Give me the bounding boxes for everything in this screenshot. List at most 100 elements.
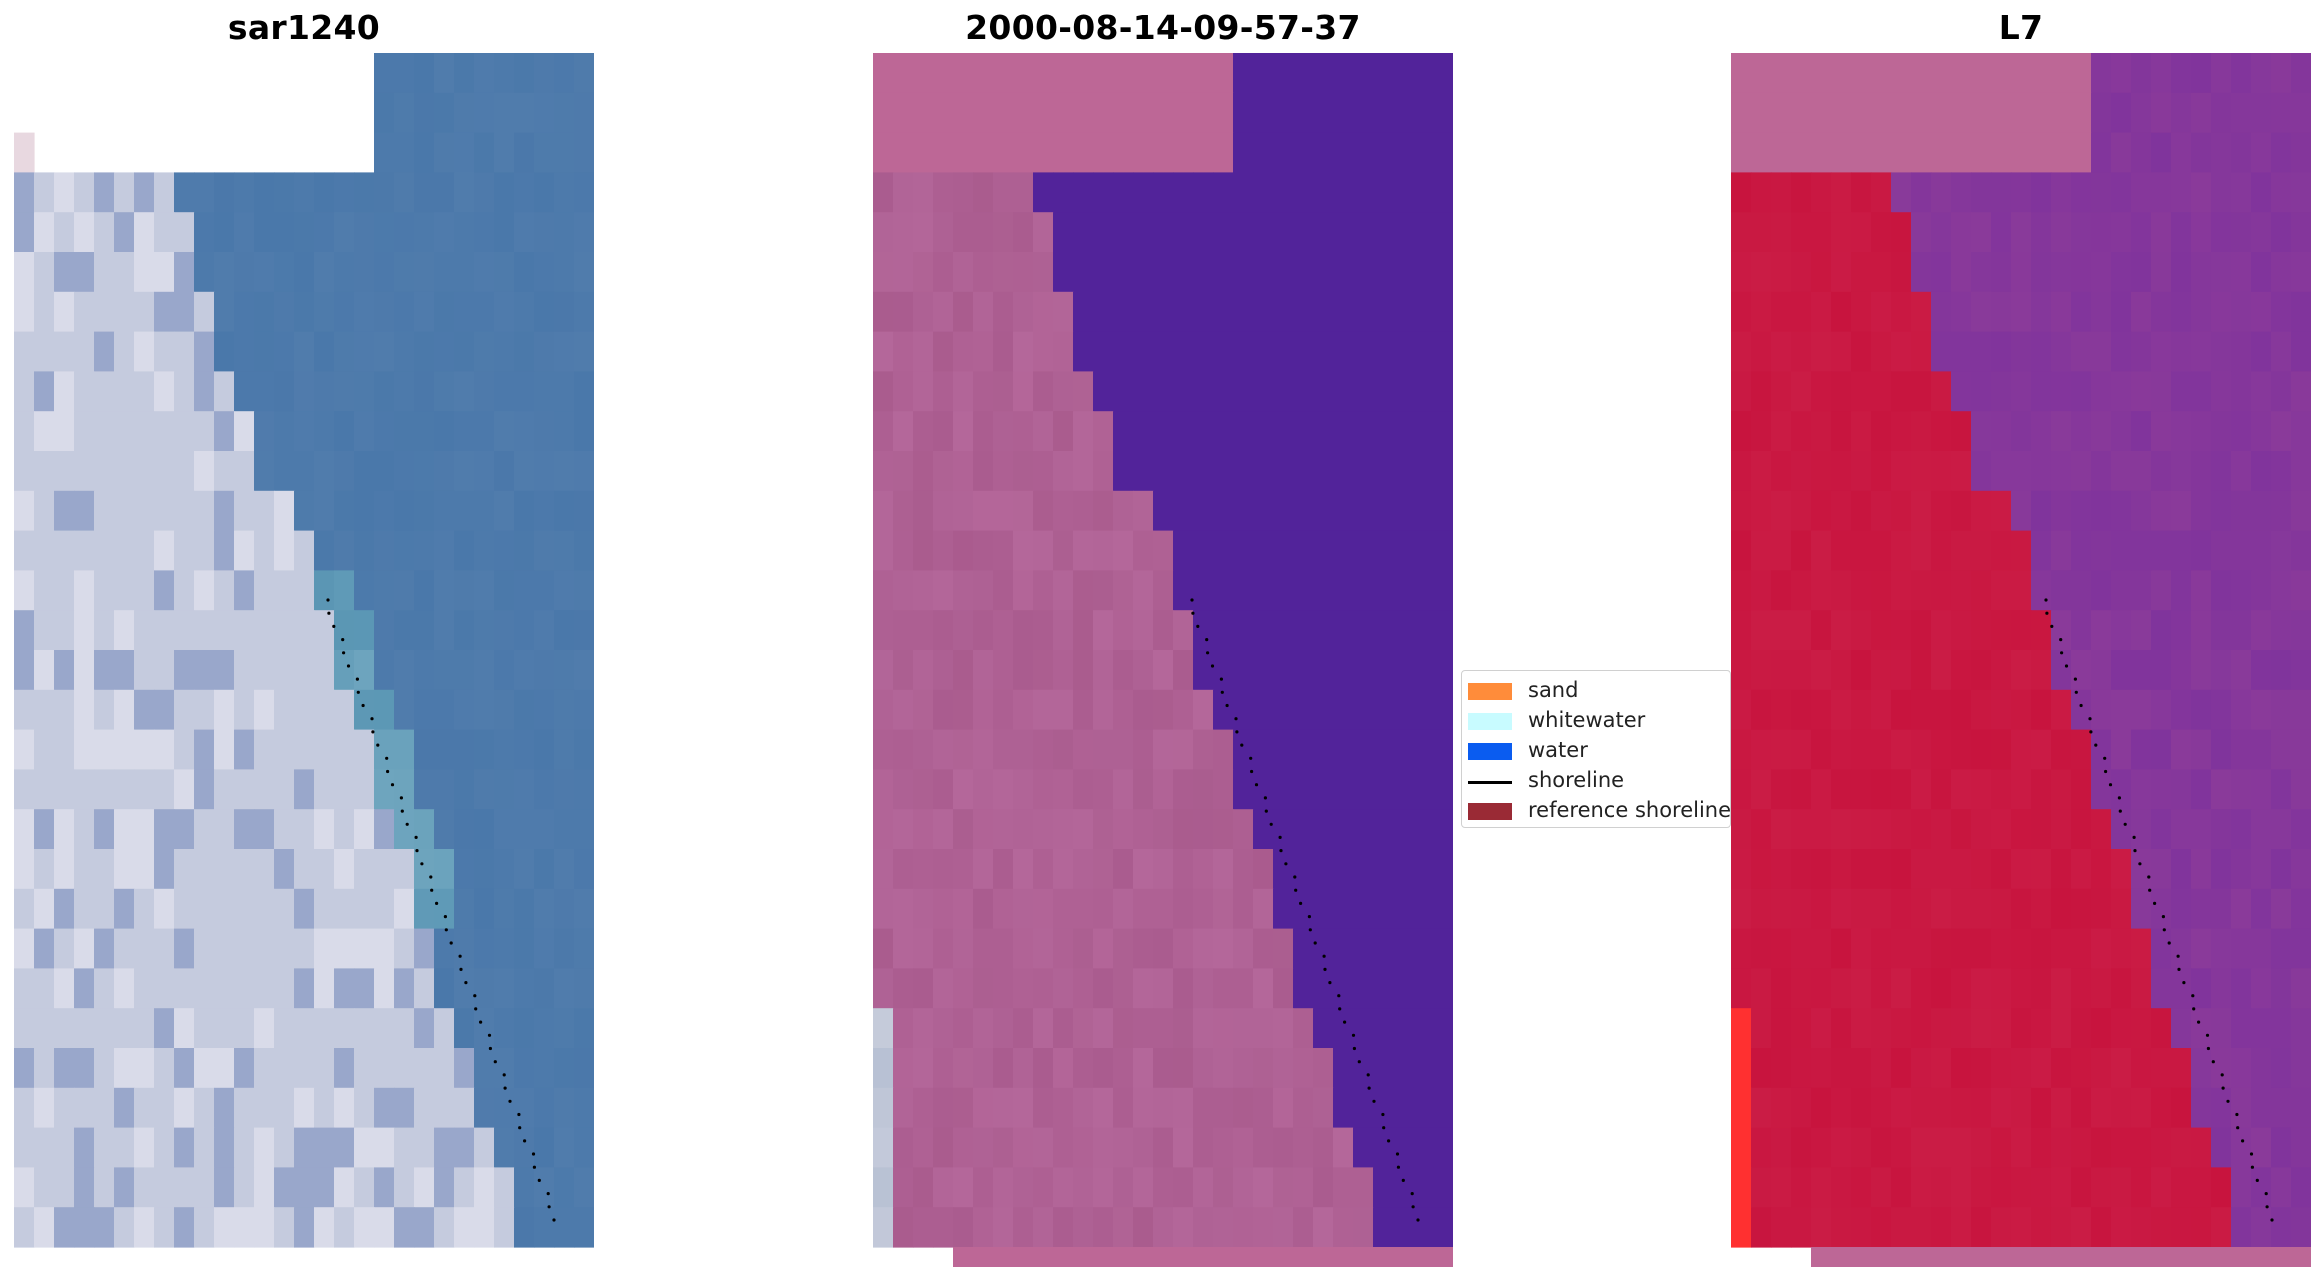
raster-pixel: [174, 411, 195, 452]
raster-pixel: [1353, 291, 1374, 333]
raster-pixel: [554, 888, 575, 930]
raster-pixel: [993, 928, 1014, 969]
raster-pixel: [1373, 252, 1394, 293]
raster-pixel: [1871, 1207, 1892, 1248]
raster-pixel: [1153, 132, 1174, 173]
shoreline-point: [2270, 1218, 2274, 1222]
raster-pixel: [2011, 1087, 2032, 1129]
raster-pixel: [1971, 212, 1992, 253]
raster-pixel: [494, 729, 515, 770]
raster-pixel: [1193, 689, 1214, 731]
raster-pixel: [2191, 689, 2212, 731]
raster-pixel: [1093, 1167, 1114, 1208]
raster-pixel: [414, 331, 435, 372]
raster-pixel: [574, 1167, 594, 1208]
shoreline-point: [2221, 1086, 2225, 1090]
raster-pixel: [2031, 530, 2052, 571]
raster-pixel: [2291, 849, 2311, 890]
raster-pixel: [274, 291, 295, 333]
raster-pixel: [394, 769, 415, 810]
shoreline-point: [1240, 743, 1244, 747]
raster-pixel: [1133, 809, 1154, 850]
raster-pixel: [2111, 1167, 2132, 1208]
raster-pixel: [1173, 252, 1194, 293]
raster-pixel: [1213, 809, 1234, 850]
raster-pixel: [1771, 610, 1792, 651]
raster-pixel: [394, 968, 415, 1009]
raster-pixel: [2031, 490, 2052, 532]
raster-pixel: [1911, 610, 1932, 651]
raster-pixel: [1253, 968, 1274, 1009]
raster-pixel: [1791, 371, 1812, 412]
raster-pixel: [1313, 1207, 1334, 1248]
raster-pixel: [1771, 1048, 1792, 1089]
shoreline-point: [341, 638, 345, 642]
raster-pixel: [1353, 689, 1374, 731]
shoreline-point: [1225, 703, 1229, 708]
raster-pixel: [2191, 172, 2212, 213]
raster-pixel: [1153, 689, 1174, 731]
raster-pixel: [2151, 1048, 2172, 1089]
raster-pixel: [94, 212, 115, 253]
raster-pixel: [1133, 92, 1154, 134]
raster-pixel: [2291, 530, 2311, 571]
raster-pixel: [2171, 331, 2192, 372]
raster-pixel: [494, 570, 515, 611]
raster-pixel: [354, 809, 375, 850]
raster-pixel: [1991, 928, 2012, 969]
raster-pixel: [2011, 849, 2032, 890]
raster-pixel: [2191, 490, 2212, 532]
shoreline-point: [1264, 809, 1268, 813]
shoreline-point: [1250, 769, 1254, 774]
raster-pixel: [2251, 968, 2272, 1009]
raster-pixel: [2111, 610, 2132, 651]
raster-pixel: [1013, 451, 1034, 492]
raster-pixel: [354, 888, 375, 930]
raster-pixel: [2231, 1048, 2252, 1089]
raster-pixel: [873, 1087, 894, 1129]
raster-pixel: [873, 729, 894, 770]
raster-pixel: [494, 1008, 515, 1049]
raster-pixel: [993, 530, 1014, 571]
raster-pixel: [2011, 132, 2032, 173]
raster-pixel: [1173, 968, 1194, 1009]
raster-pixel: [234, 252, 255, 293]
raster-pixel: [1811, 1167, 1832, 1208]
raster-pixel: [214, 1048, 235, 1089]
raster-pixel: [993, 849, 1014, 890]
raster-pixel: [1053, 252, 1074, 293]
raster-pixel: [2271, 451, 2292, 492]
legend-label-water: water: [1528, 738, 1588, 762]
raster-pixel: [74, 371, 95, 412]
raster-pixel: [1373, 1008, 1394, 1049]
raster-pixel: [554, 689, 575, 731]
raster-pixel: [1293, 172, 1314, 213]
raster-pixel: [973, 570, 994, 611]
raster-pixel: [2131, 1167, 2152, 1208]
raster-pixel: [474, 1048, 495, 1089]
raster-pixel: [1851, 490, 1872, 532]
raster-pixel: [1213, 928, 1234, 969]
raster-pixel: [1353, 849, 1374, 890]
raster-pixel: [1831, 769, 1852, 810]
raster-pixel: [2051, 888, 2072, 930]
raster-pixel: [354, 530, 375, 571]
raster-pixel: [2211, 252, 2232, 293]
raster-pixel: [2271, 1048, 2292, 1089]
raster-pixel: [1731, 849, 1752, 890]
raster-pixel: [314, 968, 335, 1009]
raster-pixel: [1931, 371, 1952, 412]
raster-pixel: [274, 1167, 295, 1208]
raster-pixel: [1073, 1167, 1094, 1208]
raster-pixel: [1971, 1008, 1992, 1049]
shoreline-point: [1372, 1099, 1376, 1103]
raster-pixel: [414, 132, 435, 173]
raster-pixel: [1293, 411, 1314, 452]
raster-pixel: [1313, 1127, 1334, 1168]
raster-pixel: [2171, 610, 2192, 651]
raster-pixel: [1991, 530, 2012, 571]
raster-pixel: [1073, 331, 1094, 372]
raster-pixel: [454, 1127, 475, 1168]
raster-pixel: [2031, 1008, 2052, 1049]
raster-pixel: [1013, 132, 1034, 173]
